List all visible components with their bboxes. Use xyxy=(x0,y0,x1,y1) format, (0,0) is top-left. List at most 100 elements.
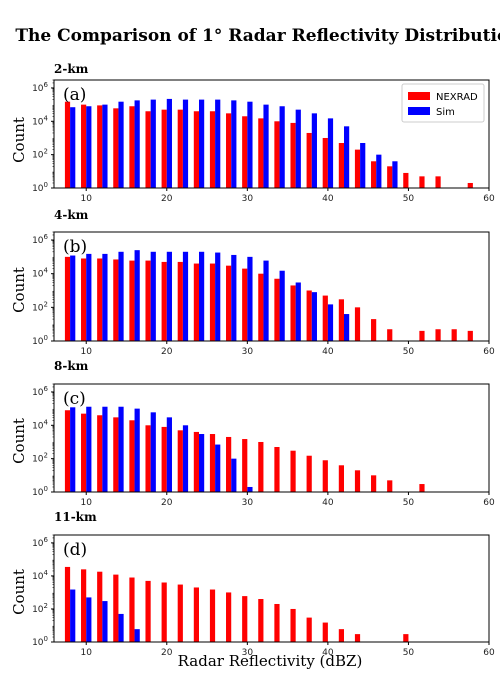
y-tick-label: 104 xyxy=(32,267,48,280)
bar-nexrad xyxy=(161,109,167,188)
bar-nexrad xyxy=(306,132,312,188)
legend-swatch-nexrad xyxy=(408,92,430,100)
bar-nexrad xyxy=(193,111,199,188)
y-tick-label: 100 xyxy=(32,485,48,498)
x-tick-label: 10 xyxy=(80,498,92,508)
y-tick-label: 102 xyxy=(32,452,48,465)
bar-sim xyxy=(215,444,221,492)
panel-b: 4-km Count 10 20 30 40 50 60 100 102 104 106 (b) xyxy=(10,208,495,357)
bar-nexrad xyxy=(258,441,264,492)
bar-nexrad xyxy=(258,273,264,341)
bar-nexrad xyxy=(64,410,71,492)
bar-nexrad xyxy=(161,582,167,642)
bar-sim xyxy=(70,255,76,341)
bar-nexrad xyxy=(354,634,361,642)
panel-letter: (d) xyxy=(63,540,87,560)
y-tick-label: 102 xyxy=(32,148,48,161)
bar-sim xyxy=(102,104,108,188)
bar-sim xyxy=(247,256,253,341)
bar-nexrad xyxy=(161,426,167,492)
plot-frame xyxy=(53,79,490,189)
bar-sim xyxy=(102,253,108,341)
bar-sim xyxy=(311,292,317,341)
bar-sim xyxy=(118,613,124,642)
bar-nexrad xyxy=(290,285,296,341)
bar-nexrad xyxy=(387,166,393,188)
bar-sim xyxy=(102,406,108,492)
bar-nexrad xyxy=(338,143,344,188)
bar-nexrad xyxy=(129,260,135,341)
bar-nexrad xyxy=(354,470,361,492)
x-tick-label: 10 xyxy=(80,347,92,357)
x-tick-label: 10 xyxy=(80,648,92,658)
bar-sim xyxy=(150,412,156,492)
bar-sim xyxy=(263,104,269,188)
panel-letter: (a) xyxy=(63,85,86,105)
bar-nexrad xyxy=(403,634,409,642)
bar-nexrad xyxy=(226,436,232,492)
bar-nexrad xyxy=(387,329,393,341)
bar-sim xyxy=(118,251,124,341)
bar-sim xyxy=(215,252,221,341)
bar-sim xyxy=(102,601,108,642)
bar-sim xyxy=(166,98,172,188)
bar-nexrad xyxy=(97,571,103,642)
bar-sim xyxy=(86,106,92,188)
x-tick-label: 60 xyxy=(483,498,495,508)
bar-sim xyxy=(279,270,285,341)
bar-sim xyxy=(295,109,301,188)
y-tick-label: 106 xyxy=(32,81,48,94)
bar-sim xyxy=(86,597,92,642)
bar-nexrad xyxy=(338,299,344,341)
y-axis-label: Count xyxy=(10,117,28,163)
bar-nexrad xyxy=(64,566,71,642)
x-tick-label: 20 xyxy=(161,648,173,658)
panel-title: 4-km xyxy=(54,208,89,222)
bar-sim xyxy=(231,458,237,492)
panel-a: 2-km Count 10 20 30 40 50 60 100 102 104 106 (a) NE… xyxy=(10,62,495,204)
bar-nexrad xyxy=(226,265,232,341)
bar-nexrad xyxy=(113,259,119,341)
bar-nexrad xyxy=(226,113,232,188)
bar-nexrad xyxy=(113,108,119,188)
bar-nexrad xyxy=(97,415,103,492)
x-tick-label: 30 xyxy=(242,194,254,204)
bar-sim xyxy=(182,99,189,188)
bar-nexrad xyxy=(371,161,377,188)
bar-sim xyxy=(231,100,237,188)
x-tick-label: 50 xyxy=(403,648,415,658)
bar-nexrad xyxy=(242,596,248,642)
y-tick-label: 104 xyxy=(32,114,48,127)
x-tick-label: 20 xyxy=(161,347,173,357)
bar-nexrad xyxy=(113,574,119,642)
bar-sim xyxy=(311,113,317,188)
bar-sim xyxy=(344,314,350,341)
bar-nexrad xyxy=(145,580,151,642)
bar-nexrad xyxy=(209,263,216,341)
x-tick-label: 30 xyxy=(242,347,254,357)
bar-nexrad xyxy=(81,258,87,341)
legend-swatch-sim xyxy=(408,107,430,115)
x-tick-label: 40 xyxy=(322,648,334,658)
bar-sim xyxy=(231,254,237,341)
x-tick-label: 50 xyxy=(403,194,415,204)
bar-sim xyxy=(327,118,334,188)
bar-sim xyxy=(247,486,253,492)
bar-nexrad xyxy=(81,569,87,642)
bar-sim xyxy=(182,425,189,492)
bar-sim xyxy=(134,629,140,642)
panel-title: 8-km xyxy=(54,359,89,373)
y-axis-label: Count xyxy=(10,418,28,464)
bar-nexrad xyxy=(226,592,232,642)
bar-nexrad xyxy=(64,101,71,188)
y-tick-label: 106 xyxy=(32,536,48,549)
bar-nexrad xyxy=(435,176,441,188)
bar-nexrad xyxy=(145,260,151,341)
figure-title: The Comparison of 1° Radar Reflectivity … xyxy=(15,26,500,46)
bar-nexrad xyxy=(419,176,425,188)
bar-sim xyxy=(70,407,76,492)
legend-label-sim: Sim xyxy=(436,107,455,118)
bar-nexrad xyxy=(209,434,216,492)
x-tick-label: 40 xyxy=(322,347,334,357)
